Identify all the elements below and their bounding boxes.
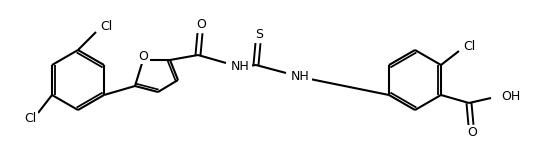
Text: Cl: Cl bbox=[24, 113, 36, 125]
Text: NH: NH bbox=[291, 71, 310, 83]
Text: Cl: Cl bbox=[100, 20, 112, 33]
Text: O: O bbox=[467, 127, 477, 139]
Text: NH: NH bbox=[231, 60, 250, 74]
Text: OH: OH bbox=[501, 90, 520, 102]
Text: O: O bbox=[138, 50, 148, 62]
Text: O: O bbox=[196, 18, 206, 32]
Text: S: S bbox=[255, 29, 263, 41]
Text: Cl: Cl bbox=[463, 40, 475, 53]
